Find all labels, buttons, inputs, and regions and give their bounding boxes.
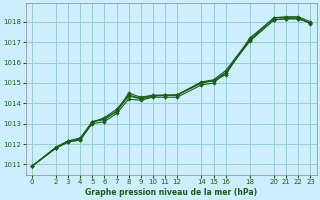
X-axis label: Graphe pression niveau de la mer (hPa): Graphe pression niveau de la mer (hPa) [85, 188, 257, 197]
